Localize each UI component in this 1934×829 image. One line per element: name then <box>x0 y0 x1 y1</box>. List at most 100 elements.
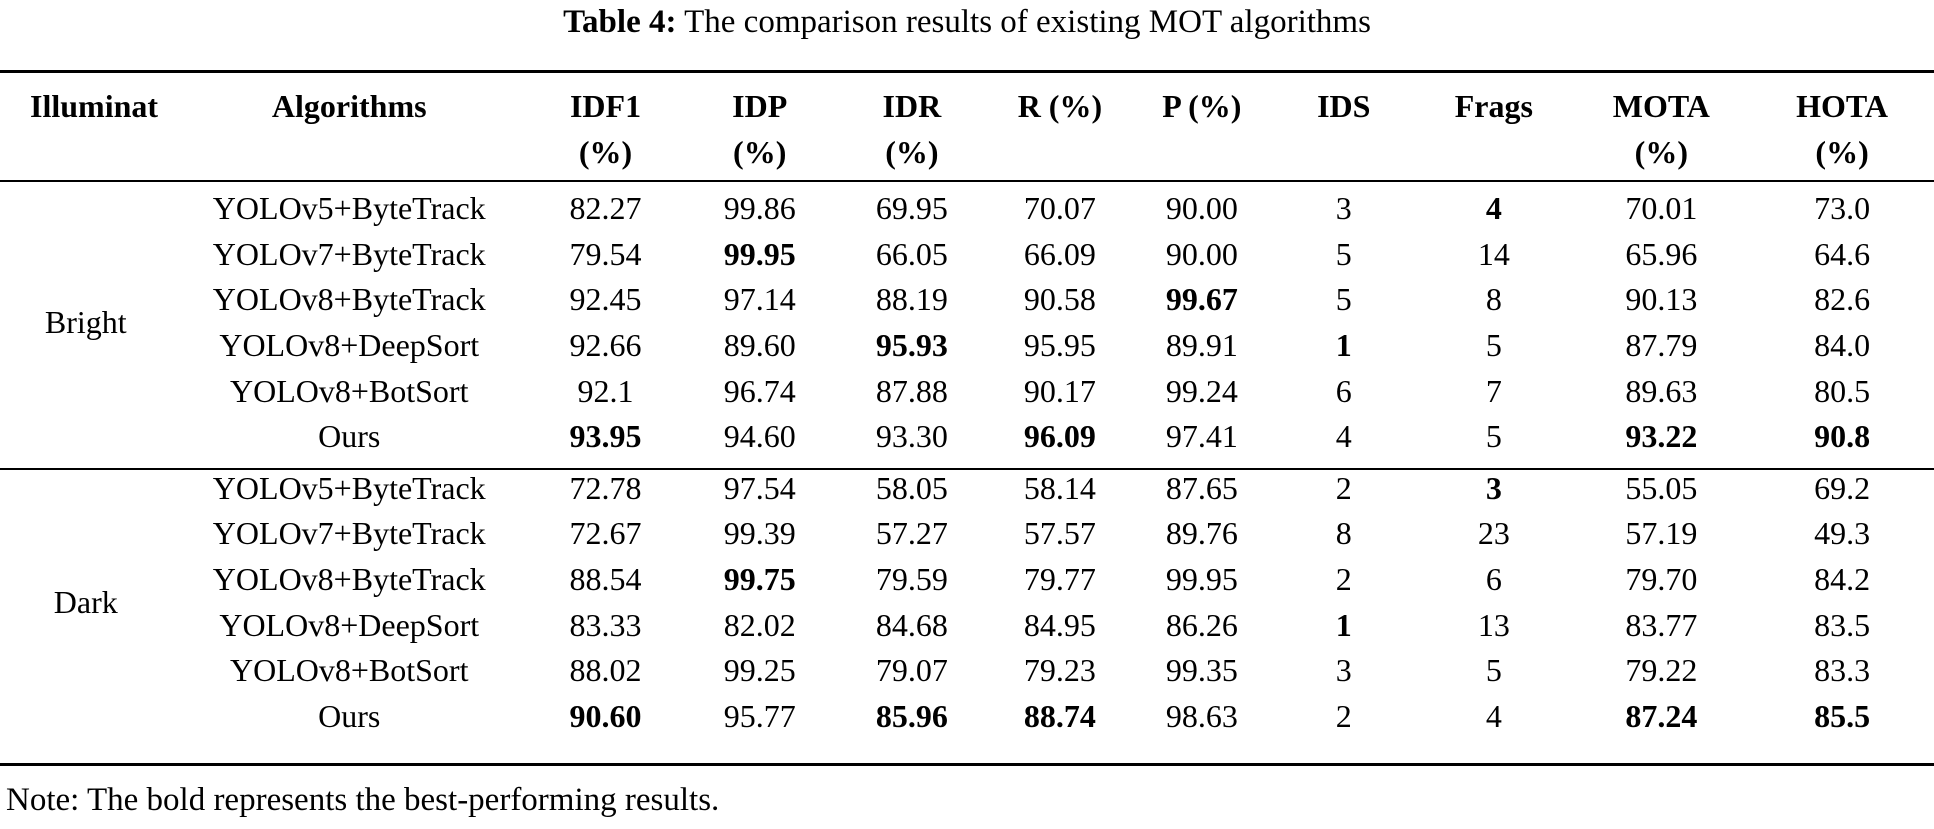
group-label-bright: Bright <box>44 304 127 341</box>
cell-p: 97.41 <box>1165 418 1238 455</box>
cell-mota: 83.77 <box>1625 606 1698 643</box>
cell-hota: 83.3 <box>1814 652 1871 689</box>
header-ids: IDS <box>1317 88 1371 124</box>
cell-hota: 80.5 <box>1814 372 1871 409</box>
caption-label: Table 4: <box>563 4 677 40</box>
cell-idp: 97.14 <box>723 281 796 318</box>
cell-mota: 87.79 <box>1625 327 1698 364</box>
cell-idp: 99.95 <box>723 235 796 272</box>
cell-r: 66.09 <box>1023 235 1096 272</box>
cell-idp: 99.25 <box>723 652 796 689</box>
cell-p: 87.65 <box>1165 469 1238 506</box>
cell-algorithm: YOLOv7+ByteTrack <box>212 515 486 552</box>
cell-ids: 4 <box>1335 418 1352 455</box>
cell-ids: 3 <box>1335 190 1352 227</box>
group-divider-rule <box>0 468 1934 470</box>
cell-hota: 83.5 <box>1814 606 1871 643</box>
cell-algorithm: YOLOv5+ByteTrack <box>212 469 486 506</box>
header-rule <box>0 180 1934 182</box>
cell-mota: 89.63 <box>1625 372 1698 409</box>
header-idr: IDR (%) <box>835 73 988 180</box>
cell-mota: 79.22 <box>1625 652 1698 689</box>
header-algorithms: Algorithms <box>271 88 427 124</box>
table-row: YOLOv8+BotSort 88.02 99.25 79.07 79.23 9… <box>0 648 1934 694</box>
table-row: YOLOv8+BotSort 92.1 96.74 87.88 90.17 99… <box>0 368 1934 414</box>
header-illumination: Illuminat <box>30 88 159 124</box>
header-hota: HOTA (%) <box>1750 73 1934 180</box>
cell-idf1: 88.54 <box>569 561 642 598</box>
cell-idr: 79.07 <box>875 652 948 689</box>
table-row: YOLOv7+ByteTrack 72.67 99.39 57.27 57.57… <box>0 511 1934 557</box>
cell-algorithm: YOLOv8+ByteTrack <box>212 561 486 598</box>
table-row: Bright YOLOv5+ByteTrack 82.27 99.86 69.9… <box>0 180 1934 340</box>
cell-frags: 3 <box>1485 469 1502 506</box>
header-hota-line1: HOTA <box>1796 88 1888 124</box>
cell-ids: 6 <box>1335 372 1352 409</box>
cell-idf1: 92.1 <box>577 372 634 409</box>
table-row: YOLOv8+DeepSort 92.66 89.60 95.93 95.95 … <box>0 323 1934 369</box>
cell-frags: 6 <box>1485 561 1502 598</box>
cell-idp: 94.60 <box>723 418 796 455</box>
cell-p: 98.63 <box>1165 697 1238 734</box>
cell-idf1: 83.33 <box>569 606 642 643</box>
cell-idr: 58.05 <box>875 469 948 506</box>
group-bright: Bright YOLOv5+ByteTrack 82.27 99.86 69.9… <box>0 180 1934 460</box>
cell-p: 99.35 <box>1165 652 1238 689</box>
cell-algorithm: YOLOv8+BotSort <box>229 652 469 689</box>
header-idr-line1: IDR <box>882 88 942 124</box>
cell-idp: 89.60 <box>723 327 796 364</box>
cell-algorithm: YOLOv8+DeepSort <box>219 606 480 643</box>
cell-mota: 65.96 <box>1625 235 1698 272</box>
header-idp: IDP (%) <box>684 73 835 180</box>
cell-idp: 97.54 <box>723 469 796 506</box>
cell-idp: 95.77 <box>723 697 796 734</box>
table-row: YOLOv8+ByteTrack 88.54 99.75 79.59 79.77… <box>0 557 1934 603</box>
cell-idf1: 88.02 <box>569 652 642 689</box>
cell-idr: 69.95 <box>875 190 948 227</box>
cell-hota: 69.2 <box>1814 469 1871 506</box>
top-rule <box>0 70 1934 73</box>
cell-ids: 2 <box>1335 561 1352 598</box>
cell-r: 79.23 <box>1023 652 1096 689</box>
cell-idf1: 72.67 <box>569 515 642 552</box>
cell-algorithm: Ours <box>318 697 381 734</box>
cell-hota: 82.6 <box>1814 281 1871 318</box>
cell-algorithm: YOLOv8+ByteTrack <box>212 281 486 318</box>
cell-algorithm: YOLOv7+ByteTrack <box>212 235 486 272</box>
cell-ids: 1 <box>1335 327 1352 364</box>
table-row: Dark YOLOv5+ByteTrack 72.78 97.54 58.05 … <box>0 460 1934 620</box>
header-r: R (%) <box>1017 88 1103 124</box>
cell-algorithm: YOLOv5+ByteTrack <box>212 190 486 227</box>
cell-frags: 5 <box>1485 652 1502 689</box>
cell-p: 99.95 <box>1165 561 1238 598</box>
cell-frags: 13 <box>1477 606 1510 643</box>
cell-r: 96.09 <box>1023 418 1096 455</box>
header-mota-line1: MOTA <box>1612 88 1710 124</box>
header-mota: MOTA (%) <box>1572 73 1750 180</box>
cell-ids: 2 <box>1335 469 1352 506</box>
table-caption: Table 4: The comparison results of exist… <box>0 2 1934 42</box>
table-row: YOLOv7+ByteTrack 79.54 99.95 66.05 66.09… <box>0 232 1934 278</box>
bottom-rule <box>0 763 1934 766</box>
cell-idp: 99.39 <box>723 515 796 552</box>
cell-p: 99.67 <box>1165 281 1238 318</box>
cell-hota: 64.6 <box>1814 235 1871 272</box>
cell-r: 84.95 <box>1023 606 1096 643</box>
cell-mota: 57.19 <box>1625 515 1698 552</box>
header-idf1-line2: (%) <box>578 134 633 170</box>
cell-algorithm: YOLOv8+BotSort <box>229 372 469 409</box>
cell-idf1: 79.54 <box>569 235 642 272</box>
cell-hota: 85.5 <box>1814 697 1871 734</box>
group-dark: Dark YOLOv5+ByteTrack 72.78 97.54 58.05 … <box>0 460 1934 740</box>
cell-ids: 5 <box>1335 235 1352 272</box>
cell-hota: 49.3 <box>1814 515 1871 552</box>
cell-frags: 8 <box>1485 281 1502 318</box>
cell-hota: 84.0 <box>1814 327 1871 364</box>
cell-hota: 73.0 <box>1814 190 1871 227</box>
header-frags: Frags <box>1454 88 1533 124</box>
header-idf1: IDF1 (%) <box>527 73 684 180</box>
cell-hota: 84.2 <box>1814 561 1871 598</box>
cell-frags: 23 <box>1477 515 1510 552</box>
cell-algorithm: Ours <box>318 418 381 455</box>
cell-idr: 95.93 <box>875 327 948 364</box>
